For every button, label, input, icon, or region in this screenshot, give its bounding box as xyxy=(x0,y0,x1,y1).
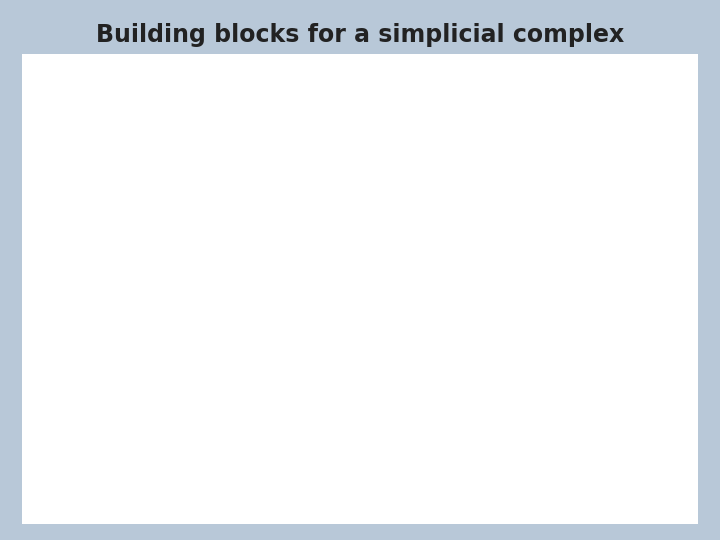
Text: v₁: v₁ xyxy=(206,327,226,345)
Text: 3-simplex = {v₁, v₂, v₃, v₄} = tetrahedron: 3-simplex = {v₁, v₂, v₃, v₄} = tetrahedr… xyxy=(50,87,487,107)
Text: Building blocks for a simplicial complex: Building blocks for a simplicial complex xyxy=(96,23,624,47)
Text: v₂: v₂ xyxy=(350,125,370,143)
Text: v₃: v₃ xyxy=(408,327,428,345)
Text: v₄: v₄ xyxy=(497,228,516,247)
Text: {v₁, v₂, v₃} + {v₁, v₂, v₄} + {v₁, v₃, v₄} + {v₂, v₃, v₄}: {v₁, v₂, v₃} + {v₁, v₂, v₄} + {v₁, v₃, v… xyxy=(50,381,604,402)
Polygon shape xyxy=(360,162,464,305)
Text: n-simplex = {v₁, v₂, …, vₙ₊₁}: n-simplex = {v₁, v₂, …, vₙ₊₁} xyxy=(50,451,352,472)
Text: boundary of {v₁, v₂, v₃, v₄} =: boundary of {v₁, v₂, v₃, v₄} = xyxy=(50,338,356,359)
Polygon shape xyxy=(241,162,414,305)
